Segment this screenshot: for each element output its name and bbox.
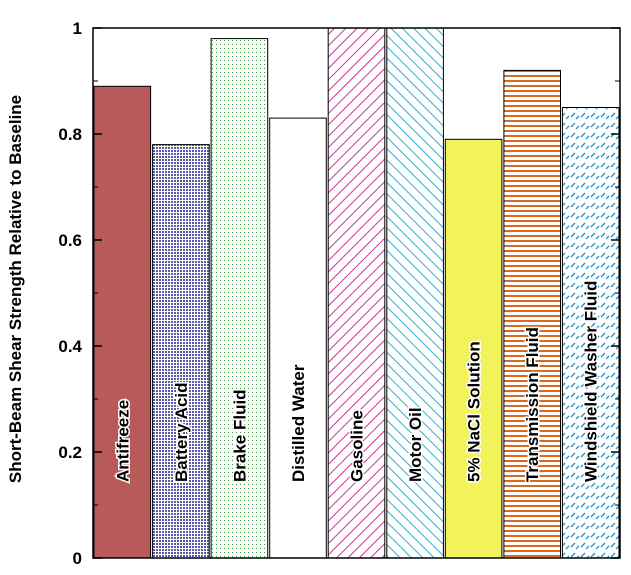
bar [503,69,561,559]
y-tick-label: 0.2 [58,443,82,462]
bar-label: 5% NaCl Solution [465,341,484,482]
bar-label: Brake Fluid [230,389,249,482]
bar [269,117,327,559]
bar [327,27,386,559]
bar-label: Transmission Fluid [523,327,542,482]
y-tick-label: 0.4 [58,337,82,356]
bar-group: Distilled Water [269,117,327,559]
bar-label: Antifreeze [113,400,132,482]
bar [210,38,269,559]
bar [93,85,152,559]
bar-label: Windshield Washer Fluid [582,281,601,482]
bar-group: 5% NaCl Solution [444,138,503,559]
bar-group: Battery Acid [152,144,210,559]
bar [561,107,620,559]
bar-group: Antifreeze [93,85,152,559]
bar-group: Transmission Fluid [503,69,561,559]
bar-group: Windshield Washer Fluid [561,107,620,559]
bar [152,144,210,559]
y-tick-label: 0.6 [58,231,82,250]
bar-group: Brake Fluid [210,38,269,559]
bar-label: Battery Acid [172,382,191,482]
y-tick-label: 0 [73,549,82,568]
y-axis-title: Short-Beam Shear Strength Relative to Ba… [6,95,25,483]
bar-label: Motor Oil [406,407,425,482]
y-tick-label: 1 [73,19,82,38]
bar-label: Gasoline [348,410,367,482]
bar-label: Distilled Water [289,364,308,482]
bar [444,138,503,559]
bar-group: Motor Oil [386,27,444,559]
bar-group: Gasoline [327,27,386,559]
y-tick-label: 0.8 [58,125,82,144]
